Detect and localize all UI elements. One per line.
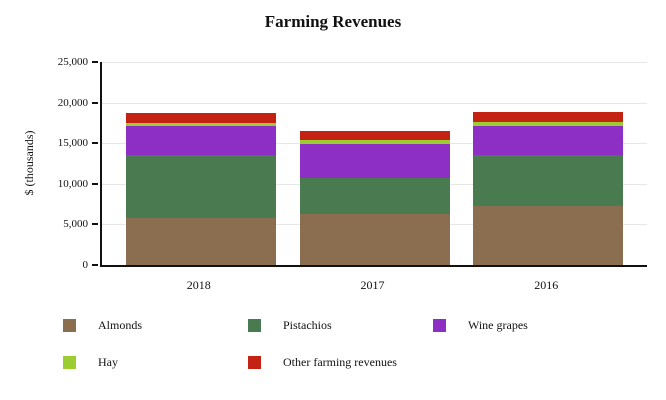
bar-2018 bbox=[125, 62, 276, 265]
bar-segment bbox=[473, 112, 624, 123]
y-tick: 15,000 bbox=[58, 137, 98, 149]
bar-segment bbox=[299, 178, 450, 214]
y-tick-label: 25,000 bbox=[57, 56, 88, 68]
legend: Almonds Pistachios Wine grapes Hay Other… bbox=[63, 318, 643, 370]
legend-item-other-farming-revenues: Other farming revenues bbox=[248, 355, 433, 370]
bar-2016 bbox=[473, 62, 624, 265]
y-tick: 25,000 bbox=[58, 56, 98, 68]
legend-swatch bbox=[433, 319, 446, 332]
y-tick: 0 bbox=[82, 259, 98, 271]
bar-2017 bbox=[299, 62, 450, 265]
legend-label: Wine grapes bbox=[468, 318, 528, 332]
x-tick-label: 2017 bbox=[360, 278, 385, 292]
legend-label: Almonds bbox=[98, 318, 143, 332]
x-tick-label: 2016 bbox=[534, 278, 559, 292]
gridline bbox=[102, 102, 647, 104]
legend-label: Pistachios bbox=[283, 318, 332, 332]
bar-segment bbox=[473, 122, 624, 127]
bar-segment bbox=[473, 155, 624, 206]
chart-title: Farming Revenues bbox=[264, 12, 402, 31]
tick-mark bbox=[92, 182, 98, 185]
y-tick: 10,000 bbox=[58, 178, 98, 190]
tick-mark bbox=[92, 101, 98, 104]
bar-segment bbox=[125, 155, 276, 218]
x-axis-labels: 2018 2017 2016 bbox=[100, 278, 645, 293]
bar-segment bbox=[473, 205, 624, 265]
legend-item-hay: Hay bbox=[63, 355, 248, 370]
gridline bbox=[102, 62, 647, 63]
y-tick-label: 15,000 bbox=[57, 137, 88, 150]
plot-area bbox=[100, 62, 647, 267]
bar-segment bbox=[473, 126, 624, 156]
y-tick-label: 20,000 bbox=[57, 96, 88, 109]
y-tick-label: 0 bbox=[82, 259, 89, 271]
tick-mark bbox=[92, 264, 98, 266]
bar-segment bbox=[299, 131, 450, 140]
legend-item-pistachios: Pistachios bbox=[248, 318, 433, 333]
y-tick: 20,000 bbox=[58, 97, 98, 109]
legend-swatch bbox=[63, 356, 76, 369]
legend-label: Hay bbox=[98, 355, 118, 369]
bar-segment bbox=[125, 122, 276, 127]
legend-label: Other farming revenues bbox=[283, 355, 397, 369]
bar-segment bbox=[299, 213, 450, 265]
y-tick-label: 10,000 bbox=[57, 177, 88, 190]
legend-swatch bbox=[63, 319, 76, 332]
y-axis-ticks: 25,000 20,000 15,000 10,000 5,000 0 bbox=[0, 56, 98, 271]
bars-container bbox=[102, 62, 647, 265]
tick-mark bbox=[92, 223, 98, 226]
legend-swatch bbox=[248, 319, 261, 332]
bar-segment bbox=[299, 144, 450, 179]
x-tick-label: 2018 bbox=[186, 278, 211, 292]
legend-item-almonds: Almonds bbox=[63, 318, 248, 333]
bar-segment bbox=[125, 113, 276, 123]
legend-swatch bbox=[248, 356, 261, 369]
bar-segment bbox=[125, 126, 276, 156]
bar-segment bbox=[125, 217, 276, 265]
tick-mark bbox=[92, 61, 98, 63]
y-tick-label: 5,000 bbox=[63, 218, 88, 231]
legend-item-wine-grapes: Wine grapes bbox=[433, 318, 618, 333]
bar-segment bbox=[299, 140, 450, 145]
tick-mark bbox=[92, 142, 98, 145]
y-tick: 5,000 bbox=[63, 218, 98, 230]
